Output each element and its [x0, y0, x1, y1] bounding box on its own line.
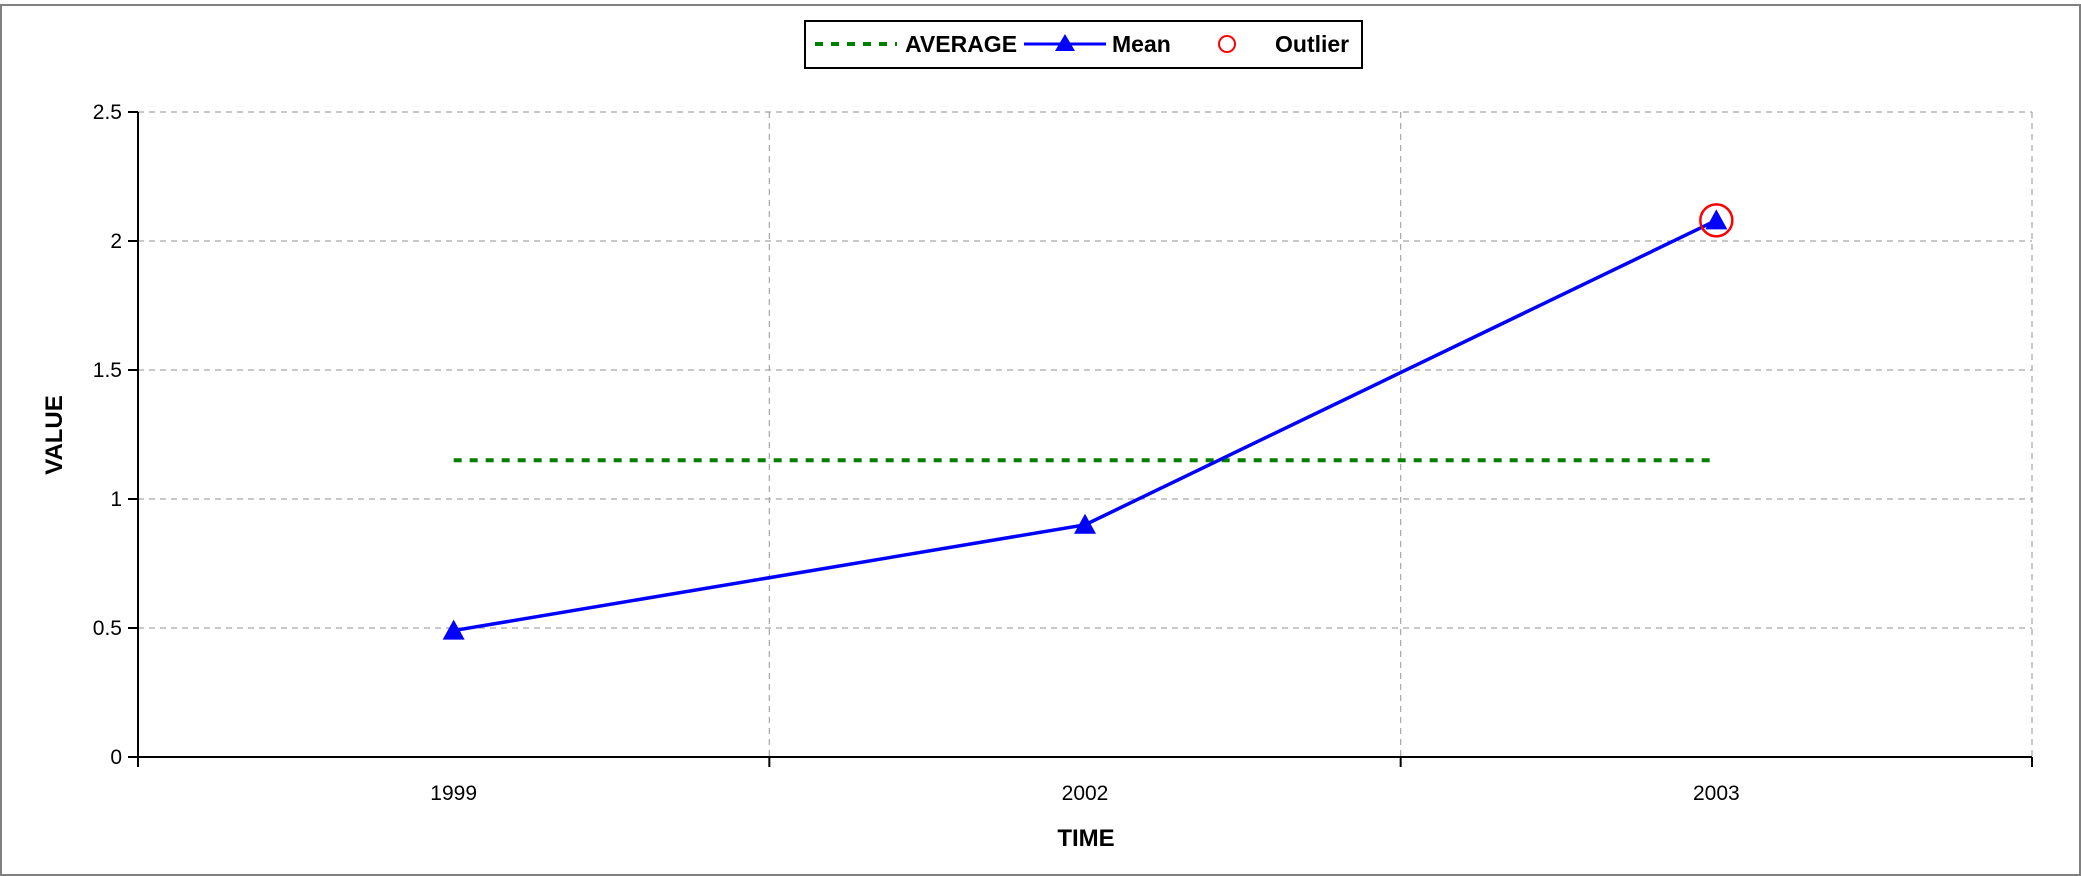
y-tick-label: 2	[110, 230, 122, 253]
y-tick-label: 2.5	[93, 101, 122, 124]
legend-label-mean: Mean	[1112, 31, 1171, 57]
grid-lines	[138, 111, 2033, 757]
legend-marker-outlier	[1218, 35, 1236, 53]
axes	[128, 111, 2033, 767]
legend: AVERAGE Mean Outlier	[804, 20, 1363, 69]
mean-point-marker	[1074, 513, 1096, 534]
x-tick-label: 2002	[1062, 782, 1109, 805]
legend-label-outlier: Outlier	[1275, 31, 1349, 57]
legend-label-average: AVERAGE	[905, 31, 1017, 57]
x-axis-title: TIME	[1057, 825, 1114, 852]
y-tick-label: 1	[110, 488, 122, 511]
outlier-point-marker	[1699, 203, 1734, 238]
y-axis-title: VALUE	[41, 395, 68, 475]
y-tick-label: 0.5	[93, 617, 122, 640]
mean-point-marker	[442, 619, 465, 640]
x-tick-label: 2003	[1693, 782, 1740, 805]
y-tick-label: 1.5	[93, 359, 122, 382]
chart-frame	[0, 4, 2081, 876]
mean-point-marker	[1705, 209, 1728, 230]
tick-labels: 0 0.5 1 1.5 2 2.5 1999 2002 2003	[93, 101, 1740, 805]
x-tick-label: 1999	[430, 782, 477, 805]
y-tick-label: 0	[110, 746, 122, 769]
series-markers	[442, 203, 1734, 640]
legend-marker-mean	[1055, 34, 1075, 51]
